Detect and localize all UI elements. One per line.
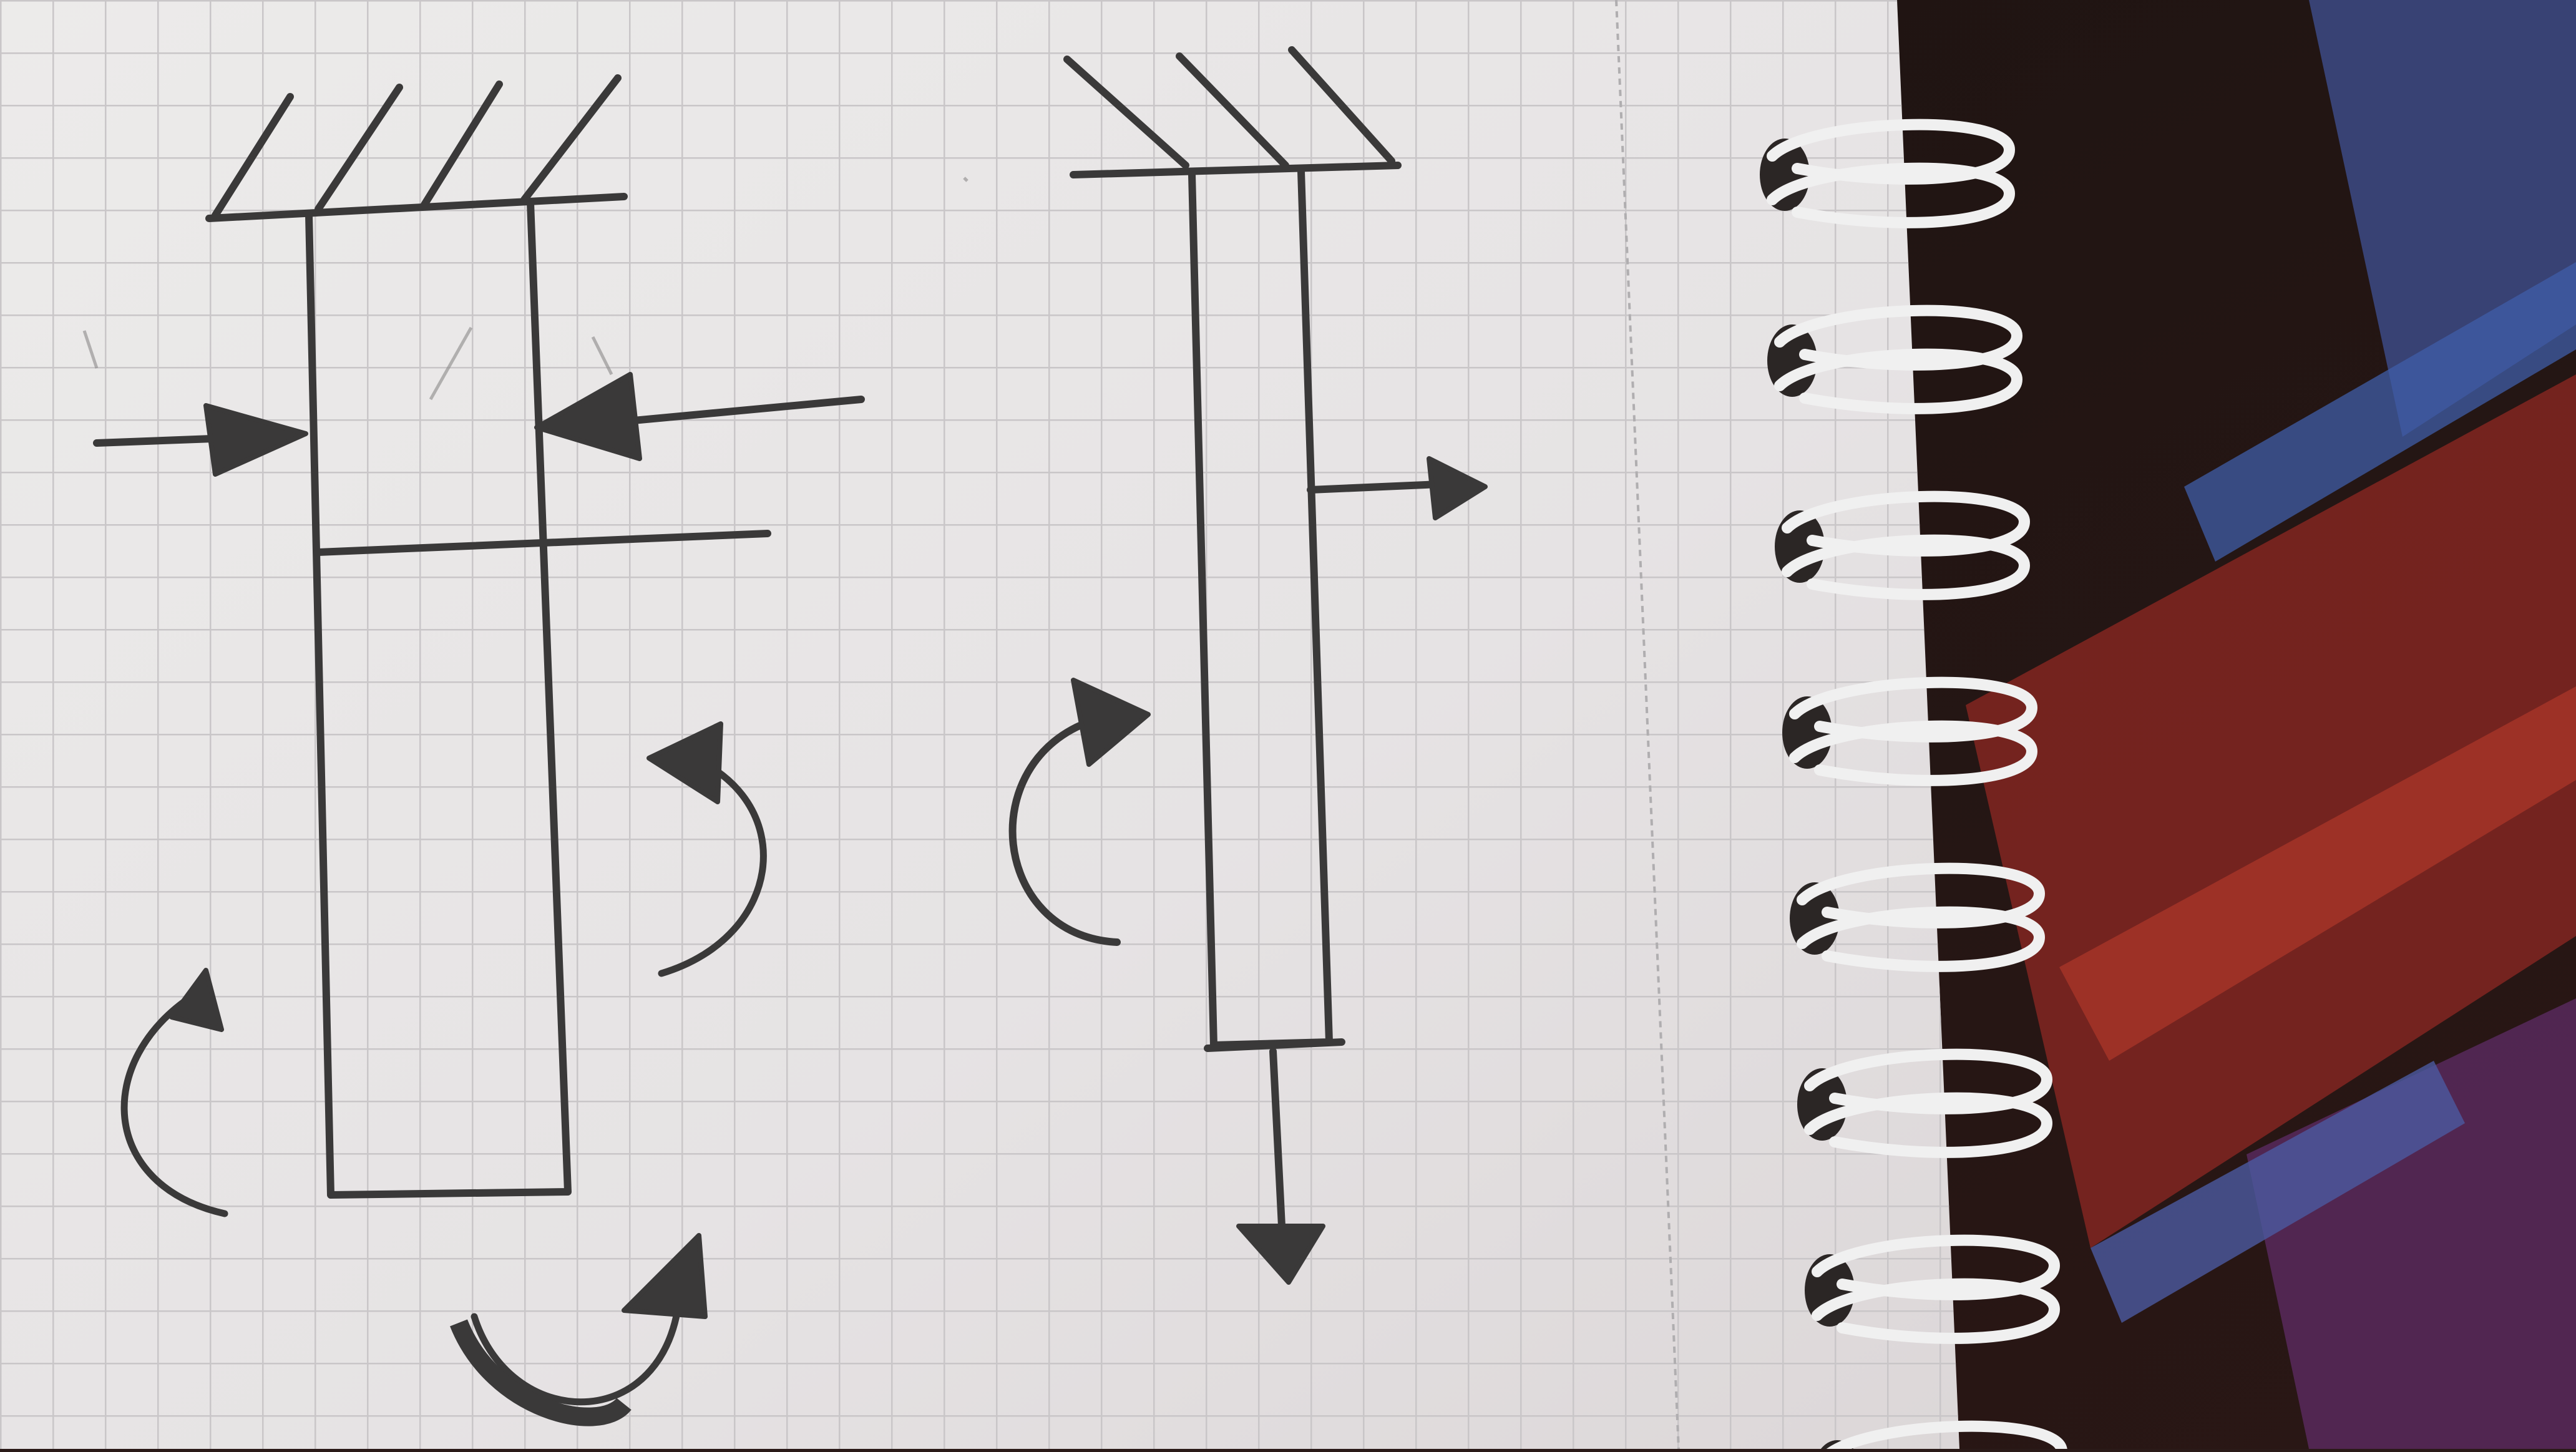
sketch-right-beam	[1008, 46, 1458, 1242]
spiral-coil	[1774, 348, 2023, 414]
spiral-coil	[1789, 720, 2038, 786]
spiral-binding	[1760, 119, 2068, 1452]
arrowheads-right	[1071, 456, 1488, 1285]
spiral-coil	[1797, 906, 2046, 972]
paper-sheet	[0, 0, 1959, 1450]
pencil-marks	[82, 177, 968, 401]
spiral-coil	[1804, 1048, 2053, 1114]
spiral-coil	[1767, 119, 2016, 185]
arrowheads-left	[203, 372, 642, 477]
spiral-coil	[1789, 676, 2038, 743]
spiral-coil	[1774, 305, 2023, 371]
spiral-coil	[1782, 534, 2031, 600]
moment-arrowheads-left	[169, 721, 723, 1426]
spiral-coil	[1812, 1278, 2061, 1344]
spiral-coil	[1782, 490, 2031, 557]
spiral-coil	[1812, 1234, 2061, 1300]
spiral-coil	[1797, 862, 2046, 928]
spiral-coil	[1804, 1092, 2053, 1158]
spiral-coil	[1767, 162, 2016, 228]
fabric	[1966, 0, 2576, 1449]
moment-arrows-left	[120, 751, 767, 1406]
